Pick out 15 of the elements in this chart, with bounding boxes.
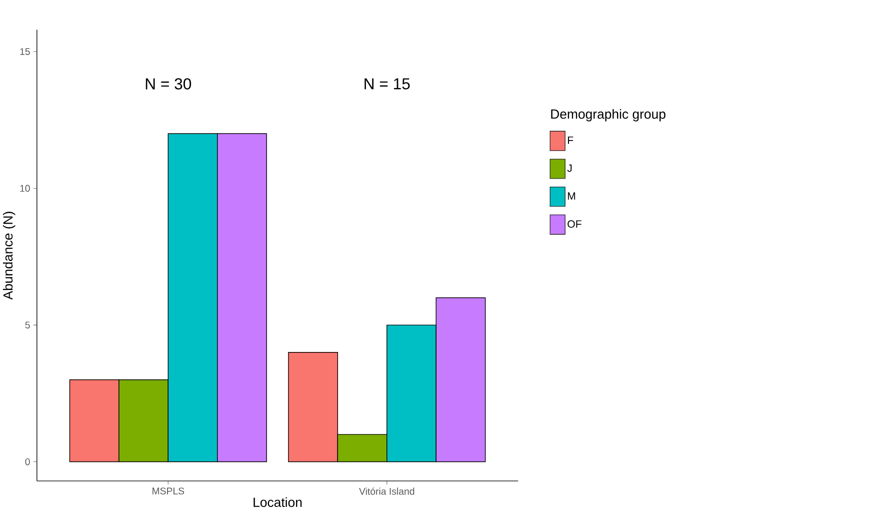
legend-label: J: [567, 164, 572, 172]
annotation: N = 30: [146, 78, 192, 90]
y-axis-title: Abundance (N): [2, 212, 16, 300]
annotation: N = 15: [364, 78, 410, 90]
legend-label: OF: [568, 220, 582, 228]
y-tick-label: 5: [25, 322, 30, 328]
legend-label: M: [568, 192, 576, 200]
x-axis-title: Location: [254, 497, 302, 507]
y-tick-label: 15: [20, 48, 30, 55]
x-tick-label: Vitória Island: [359, 488, 414, 495]
legend-label: F: [568, 136, 574, 144]
x-tick-label: MSPLS: [152, 488, 184, 494]
y-tick-label: 10: [20, 184, 30, 192]
legend-title: Demographic group: [551, 109, 666, 122]
y-tick-label: 0: [25, 458, 30, 466]
